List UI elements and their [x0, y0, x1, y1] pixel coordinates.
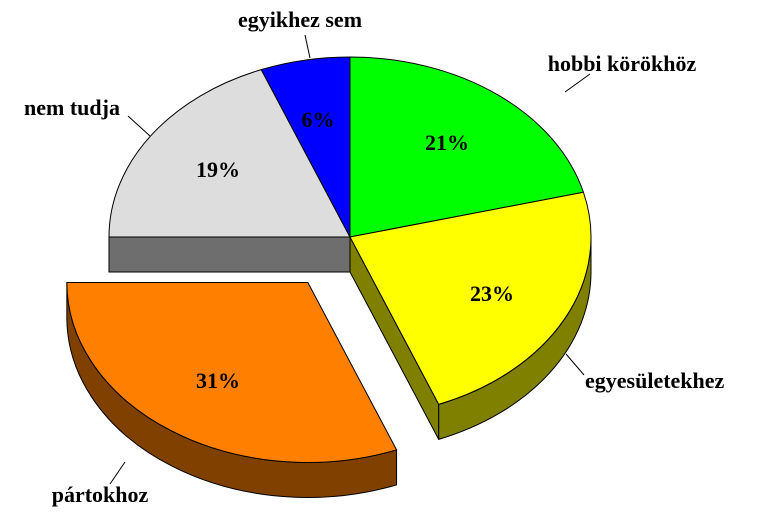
- category-label: egyesületekhez: [585, 368, 725, 393]
- leader-line: [127, 115, 151, 137]
- value-label: 23%: [470, 281, 514, 306]
- category-label: hobbi körökhöz: [548, 51, 697, 76]
- slice: [108, 69, 351, 238]
- category-label: nem tudja: [24, 95, 120, 120]
- category-label: pártokhoz: [52, 482, 149, 507]
- category-label: egyikhez sem: [238, 7, 362, 32]
- leader-line: [304, 34, 311, 59]
- slice: [349, 56, 585, 238]
- value-label: 19%: [196, 157, 240, 182]
- leader-line: [564, 73, 591, 93]
- slice: [349, 191, 592, 405]
- slice-side: [108, 236, 351, 273]
- value-label: 31%: [196, 368, 240, 393]
- slice: [260, 56, 351, 238]
- slice: [66, 281, 398, 463]
- leader-line: [565, 353, 585, 376]
- value-label: 6%: [302, 107, 335, 132]
- value-label: 21%: [425, 130, 469, 155]
- leader-line: [109, 461, 126, 485]
